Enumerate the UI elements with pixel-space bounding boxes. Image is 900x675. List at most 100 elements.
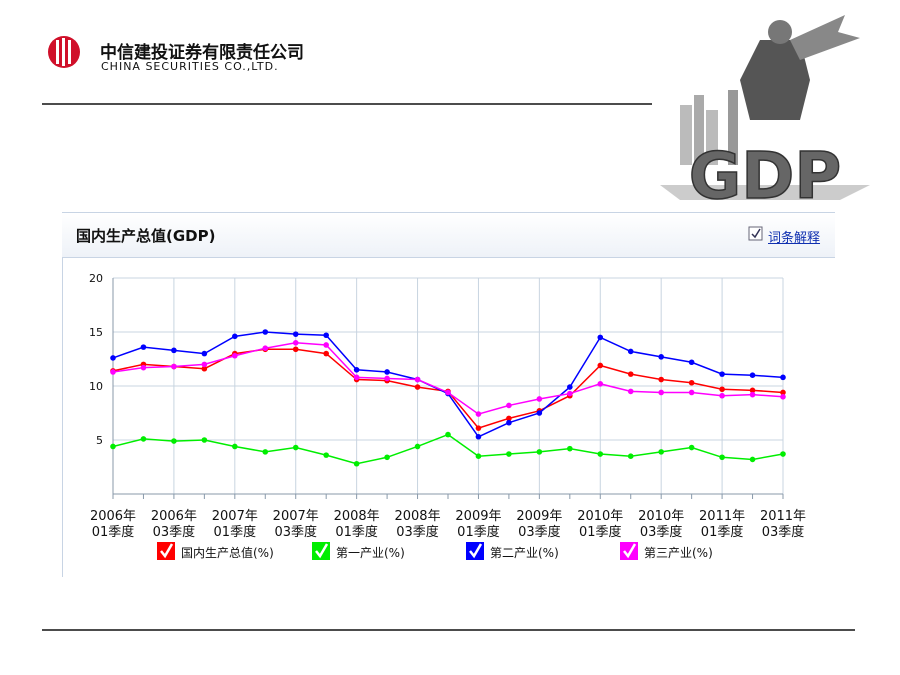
glossary-link[interactable]: 词条解释	[768, 231, 821, 246]
point	[384, 454, 390, 461]
y-tick-label: 5	[96, 434, 103, 447]
point	[536, 449, 543, 455]
point	[323, 350, 329, 357]
x-tick-label: 2009年 03季度	[516, 509, 563, 540]
point	[780, 374, 786, 381]
chart-panel	[62, 212, 836, 577]
x-tick-label: 2010年 01季度	[577, 509, 624, 540]
series-line	[112, 342, 784, 415]
point	[719, 392, 725, 399]
point	[353, 367, 360, 373]
point	[232, 333, 238, 340]
logo	[48, 36, 80, 68]
point	[445, 431, 451, 438]
x-tick-label: 2008年 01季度	[333, 509, 380, 540]
point	[292, 331, 299, 337]
point	[140, 436, 147, 442]
point	[567, 390, 573, 397]
point	[292, 444, 299, 451]
point	[384, 369, 390, 375]
x-tick-label: 2009年 01季度	[455, 509, 502, 540]
point	[780, 394, 786, 400]
point	[445, 389, 451, 396]
x-tick-label: 2007年 03季度	[272, 509, 319, 540]
point	[658, 449, 664, 455]
point	[201, 437, 208, 443]
point	[323, 342, 329, 348]
point	[232, 443, 238, 450]
point	[536, 396, 543, 402]
point	[323, 332, 329, 339]
point	[292, 346, 299, 353]
legend-check	[469, 543, 483, 559]
point	[171, 438, 177, 444]
point	[749, 391, 756, 398]
point	[780, 389, 786, 396]
point	[719, 454, 725, 461]
legend-label[interactable]: 第三产业(%)	[644, 546, 713, 560]
legend-check	[160, 543, 174, 559]
legend-check	[315, 543, 329, 559]
point	[232, 352, 238, 359]
x-tick-label: 2008年 03季度	[394, 509, 441, 540]
point	[688, 389, 695, 396]
point	[475, 411, 482, 417]
point	[627, 388, 634, 395]
gdp-illustration	[660, 15, 870, 200]
y-tick-label: 15	[89, 326, 103, 339]
point	[262, 449, 269, 455]
point	[110, 355, 116, 361]
y-tick-label: 10	[89, 380, 103, 393]
point	[749, 456, 756, 463]
panel-title: 国内生产总值(GDP)	[76, 227, 216, 245]
x-tick-label: 2006年 03季度	[150, 509, 197, 540]
legend-label[interactable]: 第二产业(%)	[490, 546, 559, 560]
point	[749, 387, 756, 394]
point	[506, 415, 512, 422]
point	[506, 402, 512, 409]
point	[780, 451, 786, 457]
point	[475, 433, 482, 440]
point	[688, 444, 695, 451]
point	[201, 350, 208, 357]
point	[688, 359, 695, 366]
point	[171, 363, 177, 370]
point	[323, 452, 329, 458]
point	[140, 364, 147, 371]
point	[567, 384, 573, 390]
point	[201, 361, 208, 368]
point	[506, 419, 512, 426]
point	[475, 425, 482, 431]
point	[658, 389, 664, 396]
point	[353, 460, 360, 467]
point	[110, 369, 116, 375]
point	[688, 379, 695, 386]
point	[475, 453, 482, 460]
company-name-en: CHINA SECURITIES CO.,LTD.	[101, 60, 279, 73]
point	[597, 334, 604, 341]
x-tick-label: 2006年 01季度	[89, 509, 137, 540]
point	[627, 348, 634, 355]
point	[506, 451, 512, 457]
point	[201, 365, 208, 372]
point	[597, 381, 604, 387]
series-line	[112, 331, 784, 438]
point	[719, 386, 725, 393]
point	[658, 376, 664, 383]
point	[627, 371, 634, 377]
x-tick-label: 2007年 01季度	[211, 509, 258, 540]
point	[262, 329, 269, 335]
point	[353, 374, 360, 381]
point	[719, 371, 725, 377]
point	[597, 451, 604, 457]
legend-label[interactable]: 国内生产总值(%)	[181, 546, 274, 560]
legend-label[interactable]: 第一产业(%)	[336, 546, 405, 560]
legend-check	[623, 543, 637, 559]
point	[414, 443, 421, 450]
point	[536, 410, 543, 416]
point	[292, 340, 299, 346]
